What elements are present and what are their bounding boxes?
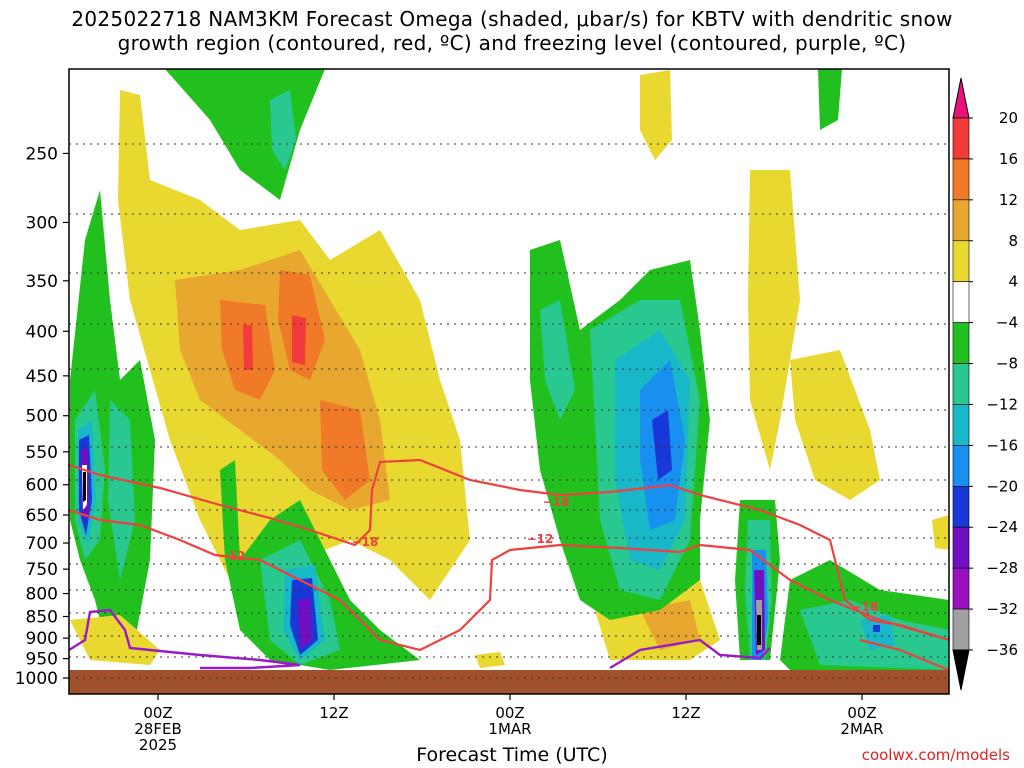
colorbar-label: 8 [1008, 232, 1018, 250]
y-tick-label: 450 [26, 367, 58, 387]
y-tick-label: 400 [26, 322, 58, 342]
x-tick-label: 00Z [495, 704, 524, 722]
omega-neg-region [108, 400, 135, 580]
colorbar-label: −12 [986, 395, 1018, 413]
colorbar-segment [952, 240, 970, 282]
omega-pos-region [292, 315, 306, 365]
colorbar-label: −8 [996, 355, 1018, 373]
colorbar-segment [952, 322, 970, 364]
y-tick-label: 950 [26, 650, 58, 670]
omega-neg-region [270, 90, 296, 170]
omega-pos-region [70, 615, 160, 665]
contour-label: −18 [543, 495, 570, 509]
y-tick-label: 800 [26, 585, 58, 605]
y-tick-label: 600 [26, 476, 58, 496]
omega-pos-region [790, 350, 880, 500]
colorbar-segment [952, 281, 970, 323]
colorbar-segment [952, 445, 970, 487]
x-axis-title: Forecast Time (UTC) [416, 744, 608, 766]
colorbar-label: 4 [1008, 273, 1018, 291]
dgz-contour-minus12-low [859, 638, 950, 672]
colorbar-segment [952, 608, 970, 651]
chart-title-line2: growth region (contoured, red, ºC) and f… [117, 31, 907, 55]
x-tick-label: 1MAR [488, 720, 531, 738]
y-axis: 2503003504004505005506006507007508008509… [15, 144, 69, 689]
x-tick-label: 2025 [139, 736, 177, 754]
colorbar-label: −4 [996, 314, 1018, 332]
omega-pos-region [748, 170, 800, 470]
omega-neg-region [873, 625, 880, 632]
colorbar-segment [952, 363, 970, 405]
y-tick-label: 700 [26, 534, 58, 554]
omega-pos-region [932, 515, 949, 550]
omega-neg-region [298, 598, 312, 650]
colorbar: 20 16 12 8 4 −4 −8 −12 −16 −20 −24 −28 −32 −36 [952, 77, 1018, 691]
contour-labels: −12 −18 −18 −12 −18 [219, 495, 879, 614]
colorbar-label: 20 [999, 109, 1018, 127]
chart-title-line1: 2025022718 NAM3KM Forecast Omega (shaded… [71, 7, 953, 31]
y-tick-label: 850 [26, 608, 58, 628]
colorbar-label: −16 [986, 436, 1018, 454]
dgz-contour-minus18 [68, 458, 950, 642]
colorbar-label: −36 [986, 641, 1018, 659]
colorbar-label: −24 [986, 518, 1018, 536]
colorbar-label: 16 [999, 150, 1018, 168]
omega-pos-region [243, 325, 253, 370]
colorbar-segment [952, 526, 970, 569]
dgz-contours [68, 458, 950, 672]
omega-pos-region [320, 400, 370, 500]
colorbar-segment [952, 117, 970, 160]
x-tick-label: 12Z [319, 704, 348, 722]
plot-frame [68, 68, 950, 695]
omega-neg-region [165, 69, 325, 200]
contour-label: −18 [352, 535, 379, 549]
y-tick-label: 350 [26, 272, 58, 292]
credit-link[interactable]: coolwx.com/models [861, 746, 1010, 764]
x-tick-label: 28FEB [134, 720, 181, 738]
y-tick-label: 300 [26, 213, 58, 233]
omega-pos-region [640, 70, 672, 160]
colorbar-top-arrow [952, 77, 970, 119]
dgz-contour-minus12 [68, 508, 950, 652]
y-tick-label: 750 [26, 560, 58, 580]
colorbar-label: 12 [999, 191, 1018, 209]
y-tick-label: 550 [26, 443, 58, 463]
colorbar-segment [952, 199, 970, 242]
omega-neg-region [652, 410, 672, 480]
colorbar-segment [952, 404, 970, 446]
colorbar-segment [952, 486, 970, 528]
contour-label: −12 [219, 549, 246, 563]
colorbar-segment [952, 158, 970, 201]
y-tick-label: 1000 [15, 669, 58, 689]
colorbar-label: −32 [986, 600, 1018, 618]
colorbar-label: −20 [986, 477, 1018, 495]
colorbar-label: −28 [986, 559, 1018, 577]
x-tick-label: 00Z [143, 704, 172, 722]
x-tick-label: 12Z [671, 704, 700, 722]
omega-neg-region [540, 300, 575, 420]
omega-neg-region [757, 615, 761, 645]
y-tick-label: 500 [26, 407, 58, 427]
omega-neg-region [83, 472, 86, 502]
y-tick-label: 250 [26, 144, 58, 164]
omega-neg-region [818, 69, 842, 130]
contour-label: −18 [852, 600, 879, 614]
omega-pos-region [475, 652, 505, 668]
contour-label: −12 [527, 532, 554, 546]
ground-surface [69, 670, 949, 694]
y-tick-label: 900 [26, 629, 58, 649]
omega-shading [69, 69, 949, 694]
freezing-level-contour [68, 608, 771, 670]
y-tick-label: 650 [26, 506, 58, 526]
x-tick-label: 00Z [847, 704, 876, 722]
x-tick-label: 2MAR [840, 720, 883, 738]
colorbar-segment [952, 567, 970, 610]
colorbar-bottom-arrow [952, 649, 970, 691]
